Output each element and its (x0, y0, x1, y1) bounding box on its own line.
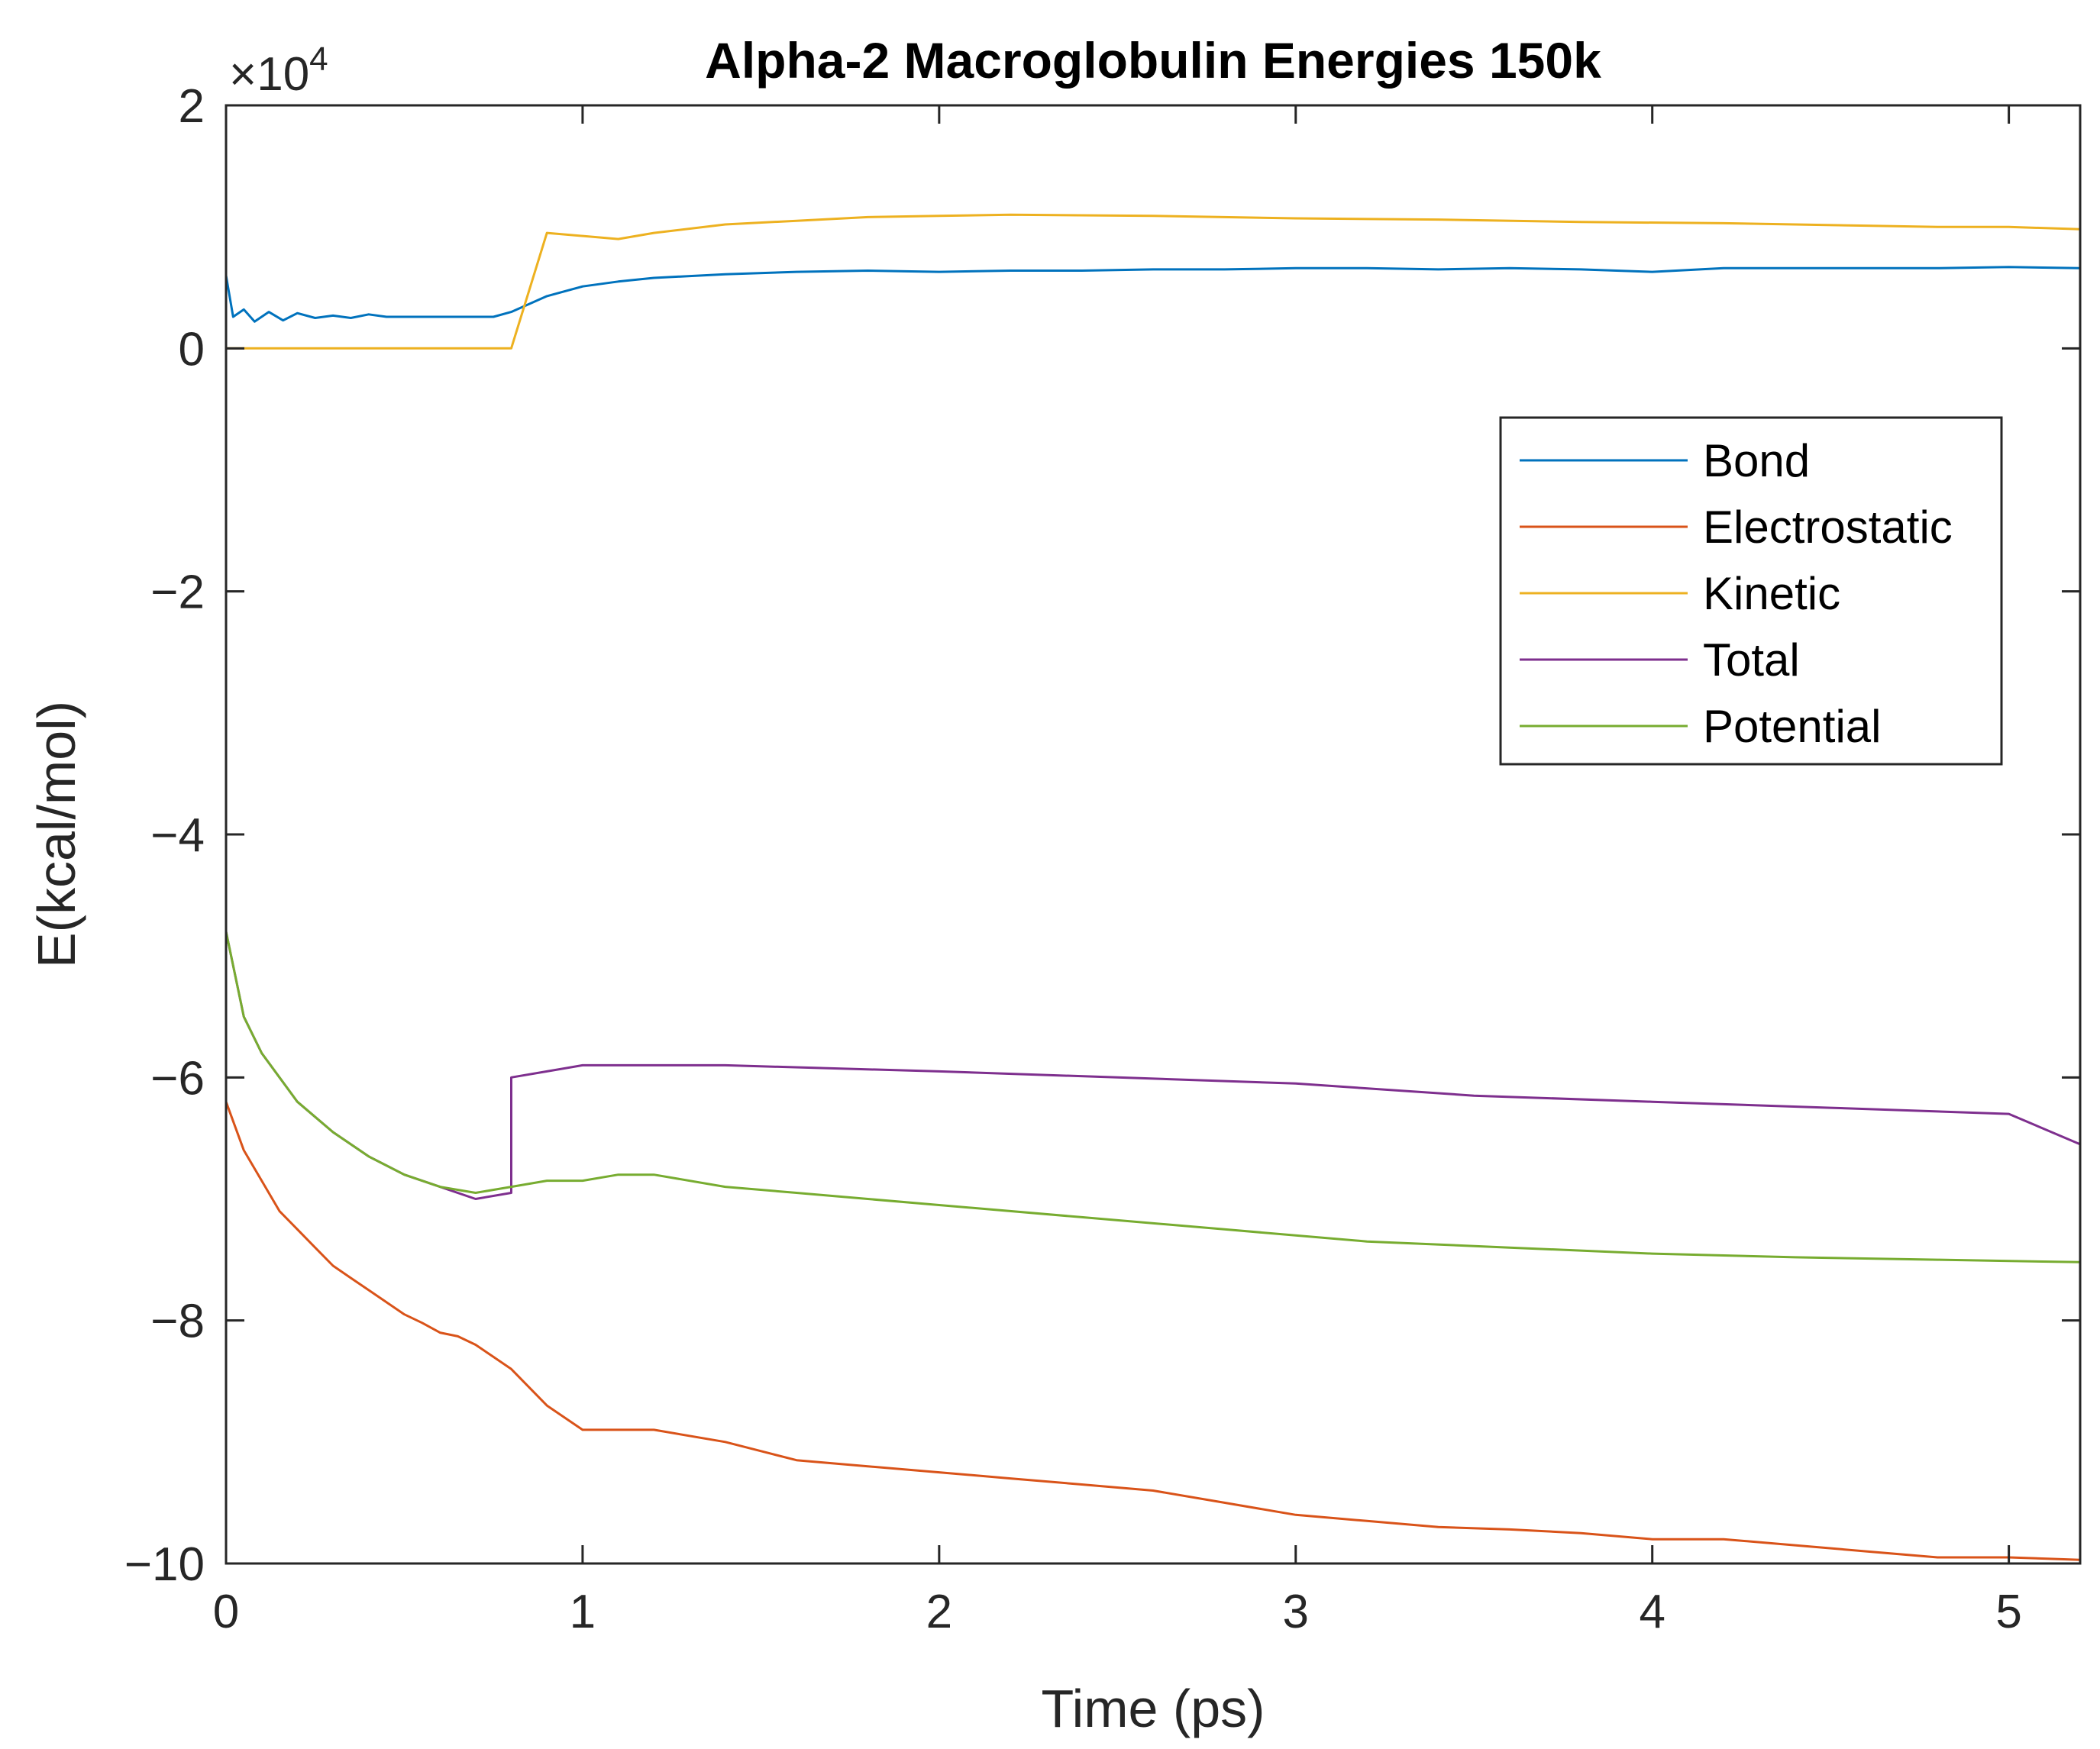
y-exponent-label: ×104 (229, 40, 328, 101)
y-tick-label: −8 (150, 1296, 205, 1348)
y-tick-label: −2 (150, 566, 205, 619)
y-tick-label: −10 (124, 1538, 205, 1591)
legend-box (1499, 416, 2003, 766)
y-exponent-base: ×10 (229, 48, 309, 101)
x-tick-label: 5 (1995, 1586, 2021, 1638)
series-line-electrostatic (225, 1101, 2081, 1561)
legend-label-electrostatic: Electrostatic (1703, 502, 1953, 553)
y-axis-label: E(kcal/mol) (27, 701, 86, 968)
y-tick-label: 2 (179, 80, 205, 133)
series-line-kinetic (226, 213, 2081, 350)
plot-area (226, 105, 2080, 1563)
legend-label-bond: Bond (1703, 435, 1810, 486)
legend: Bond Electrostatic Kinetic Total Potential (1499, 416, 2003, 766)
series-line-potential (225, 931, 2081, 1263)
y-tick-label: 0 (179, 323, 205, 376)
legend-label-potential: Potential (1703, 701, 1882, 752)
x-axis-label: Time (ps) (1042, 1679, 1265, 1738)
series-line-bond (225, 266, 2081, 323)
series-layer (225, 213, 2081, 1561)
x-tick-label: 0 (213, 1586, 239, 1638)
x-tick-label: 4 (1639, 1586, 1665, 1638)
x-tick-label: 1 (570, 1586, 596, 1638)
y-tick-label: −6 (150, 1052, 205, 1105)
x-ticks: 0 1 2 3 4 5 (213, 105, 2022, 1638)
x-tick-label: 3 (1283, 1586, 1309, 1638)
y-tick-label: −4 (150, 809, 205, 862)
y-exponent-power: 4 (309, 40, 328, 78)
y-ticks: 2 0 −2 −4 −6 −8 −10 (124, 80, 2080, 1591)
chart-title: Alpha-2 Macroglobulin Energies 150k (705, 32, 1601, 89)
legend-label-kinetic: Kinetic (1703, 568, 1840, 619)
legend-label-total: Total (1703, 634, 1800, 686)
x-tick-label: 2 (926, 1586, 952, 1638)
